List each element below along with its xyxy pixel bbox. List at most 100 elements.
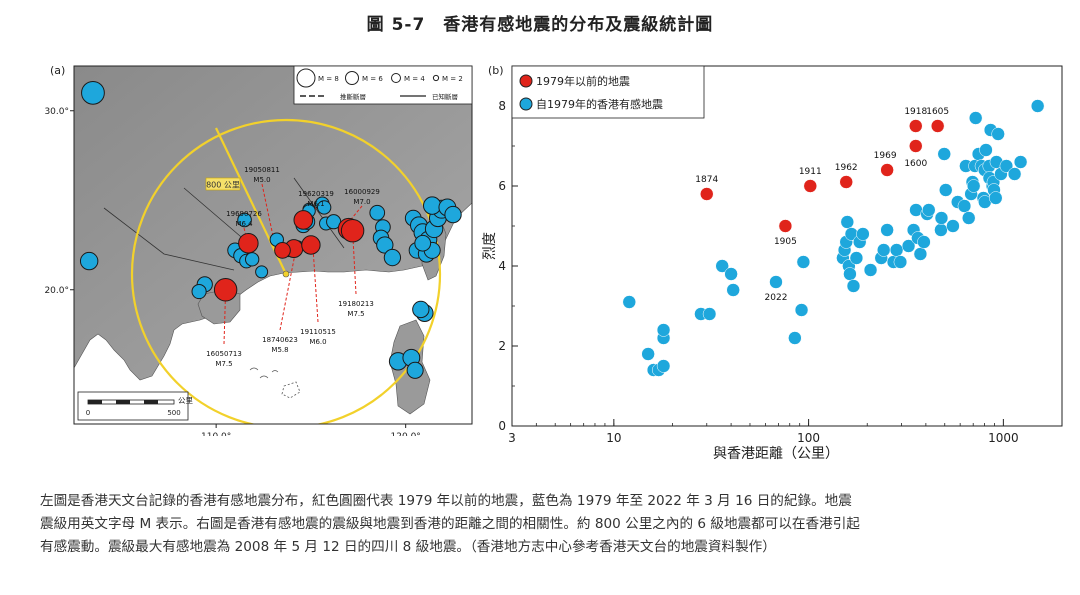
legend-post1979-label: 自1979年的香港有感地震 [536, 97, 663, 111]
legend-post1979-marker [519, 97, 533, 111]
map-event-date-5: 19110515 [300, 328, 336, 336]
scatter-point-label-1905: 1905 [774, 237, 797, 247]
scatter-point-label-1605: 1605 [926, 107, 949, 117]
radius-800km-circle [130, 118, 442, 424]
scatter-post1979-point-6 [656, 323, 671, 337]
scatter-post1979-point-46 [946, 219, 960, 233]
scatter-frame [511, 65, 1063, 427]
scatter-post1979-point-61 [979, 143, 993, 157]
map-event-mag-0: M5.0 [253, 176, 270, 184]
scatter-post1979-point-70 [991, 127, 1005, 141]
scatter-point-label-1600: 1600 [904, 159, 927, 169]
legend-m8-label: M = 8 [318, 75, 339, 83]
scatter-post1979-point-55 [968, 111, 983, 125]
scatter-post1979-point-19 [840, 215, 855, 229]
map-pre1979-event-7 [293, 210, 314, 230]
scatter-post1979-point-0 [622, 295, 637, 309]
map-event-dropline-4 [279, 250, 297, 331]
legend-m6-label: M = 6 [362, 75, 383, 83]
scatter-x-tick-label-2: 100 [797, 431, 820, 445]
scatter-post1979-point-75 [1030, 99, 1045, 113]
scatter-post1979-point-74 [1013, 155, 1028, 169]
scatter-post1979-point-8 [702, 307, 717, 321]
scatter-post1979-point-53 [966, 179, 981, 193]
legend-known-fault-label: 已知斷層 [432, 92, 458, 101]
scatter-post1979-point-38 [913, 247, 928, 261]
scatter-post1979-point-4 [656, 359, 671, 373]
scatter-post1979-point-23 [846, 279, 861, 293]
scatter-y-tick-label-2: 4 [498, 259, 506, 273]
map-event-mag-5: M6.0 [309, 338, 326, 346]
scatter-post1979-point-29 [876, 243, 891, 257]
map-post1979-event-0 [81, 80, 105, 105]
scatter-post1979-point-11 [726, 283, 740, 297]
map-pre1979-event-6 [340, 218, 365, 243]
map-post1979-event-24 [383, 248, 402, 267]
map-pre1979-event-0 [238, 232, 259, 254]
scale-bar-tick-500: 500 [167, 409, 180, 417]
map-pre1979-event-1 [213, 278, 238, 302]
scatter-post1979-point-15 [796, 255, 811, 269]
scatter-pre1979-point-1 [778, 219, 793, 233]
scatter-post1979-point-33 [893, 255, 908, 269]
map-post1979-event-43 [406, 361, 424, 379]
scatter-post1979-point-21 [843, 267, 857, 281]
scatter-post1979-point-24 [849, 251, 864, 265]
scatter-post1979-point-48 [957, 199, 972, 213]
map-post1979-event-40 [412, 300, 430, 319]
map-post1979-event-20 [369, 204, 386, 221]
map-event-date-2: 16000929 [344, 188, 380, 196]
map-post1979-event-9 [255, 265, 269, 279]
scatter-post1979-point-72 [999, 159, 1014, 173]
scatter-post1979-point-34 [901, 239, 916, 253]
scatter-post1979-point-10 [724, 267, 738, 281]
scatter-post1979-point-45 [938, 183, 953, 197]
legend-m4-label: M = 4 [404, 75, 425, 83]
map-event-date-4: 18740623 [262, 336, 298, 344]
scatter-point-label-1918: 1918 [904, 107, 927, 117]
scatter-point-label-2022: 2022 [765, 293, 788, 303]
scatter-x-axis-label: 與香港距離（公里） [713, 445, 839, 462]
map-event-date-6: 19180213 [338, 300, 374, 308]
scatter-post1979-point-14 [794, 303, 809, 317]
scatter-post1979-point-13 [788, 331, 802, 345]
hong-kong-marker [282, 270, 290, 278]
scale-bar [87, 399, 175, 405]
legend-m2-label: M = 2 [442, 75, 463, 83]
map-event-mag-3: M6.4 [235, 220, 253, 228]
map-event-mag-2: M7.0 [353, 198, 370, 206]
map-panel-label: (a) [50, 64, 65, 77]
figure-title: 圖 5-7 香港有感地震的分布及震級統計圖 [366, 15, 714, 35]
map-y-tick-label-1: 30.0° [44, 107, 69, 117]
map-x-tick-label-1: 120.0° [391, 432, 421, 436]
scatter-pre1979-point-2 [803, 179, 818, 193]
legend-m6-circle [345, 71, 359, 85]
scatter-x-tick-label-0: 3 [508, 431, 516, 445]
scatter-y-tick-label-4: 8 [498, 99, 506, 113]
scatter-y-tick-label-1: 2 [498, 339, 506, 353]
map-event-date-7: 16050713 [206, 350, 242, 358]
scatter-x-tick-label-1: 10 [606, 431, 621, 445]
circle-label-box [205, 177, 241, 191]
scatter-y-axis-label: 烈度 [482, 232, 498, 260]
map-event-mag-1: M6.1 [307, 200, 324, 208]
scatter-post1979-point-68 [989, 191, 1003, 205]
scatter-post1979-point-44 [937, 147, 951, 161]
map-event-mag-7: M7.5 [215, 360, 232, 368]
legend-m4-circle [391, 73, 401, 83]
map-event-date-1: 19620319 [298, 190, 334, 198]
scale-bar-unit: 公里 [178, 396, 193, 405]
map-event-dropline-5 [312, 244, 319, 323]
scatter-post1979-point-43 [934, 211, 949, 225]
reef-outline [281, 381, 301, 399]
map-pre1979-event-4 [301, 235, 321, 255]
scatter-y-tick-label-0: 0 [498, 419, 506, 433]
map-post1979-event-32 [423, 196, 442, 215]
scatter-post1979-point-26 [856, 227, 870, 241]
map-event-dropline-0 [261, 183, 278, 255]
scatter-post1979-point-30 [880, 223, 894, 237]
circle-label: 800 公里 [206, 181, 240, 190]
map-post1979-event-17 [316, 200, 332, 215]
scatter-post1979-point-50 [961, 211, 976, 225]
scatter-legend-box [511, 65, 705, 119]
